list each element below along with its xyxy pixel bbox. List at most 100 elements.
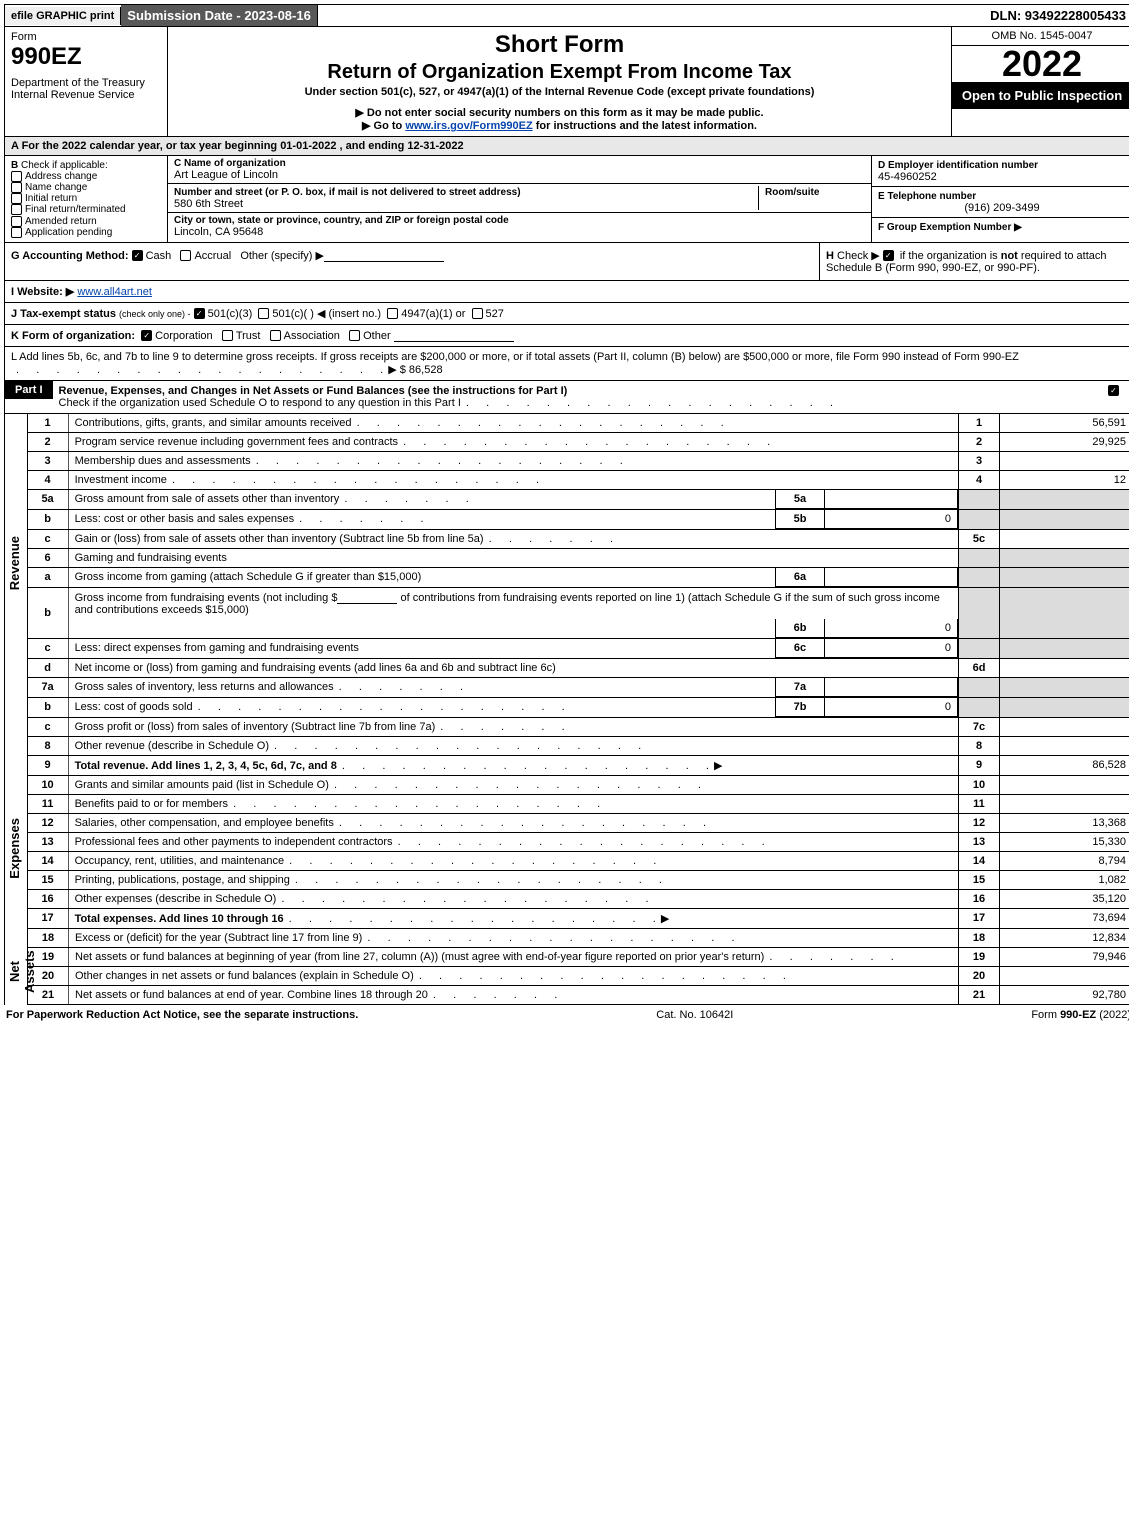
goto-pre: Go to xyxy=(374,120,406,132)
checkbox-pending[interactable] xyxy=(11,227,22,238)
l15-text: Printing, publications, postage, and shi… xyxy=(75,874,290,886)
goto-post: for instructions and the latest informat… xyxy=(533,120,757,132)
l7c-text: Gross profit or (loss) from sales of inv… xyxy=(75,721,436,733)
l7b-bv: 0 xyxy=(825,698,958,717)
g-other: Other (specify) ▶ xyxy=(240,250,324,262)
form-desc1: Under section 501(c), 527, or 4947(a)(1)… xyxy=(172,86,947,98)
checkbox-assoc[interactable] xyxy=(270,330,281,341)
l18-text: Excess or (deficit) for the year (Subtra… xyxy=(75,932,362,944)
g-cash: Cash xyxy=(146,250,172,262)
checkbox-address-change[interactable] xyxy=(11,171,22,182)
l10-text: Grants and similar amounts paid (list in… xyxy=(75,779,329,791)
l6a-box: 6a xyxy=(776,568,825,587)
checkbox-schedo[interactable] xyxy=(1108,385,1119,396)
l5a-text: Gross amount from sale of assets other t… xyxy=(75,493,340,505)
k-label: K Form of organization: xyxy=(11,330,135,342)
j-1: 501(c)( ) ◀ (insert no.) xyxy=(272,308,381,320)
h-post: if the organization is xyxy=(900,250,1001,262)
room-label: Room/suite xyxy=(765,187,819,198)
b-text: Check if applicable: xyxy=(21,160,108,171)
checkbox-final-return[interactable] xyxy=(11,204,22,215)
g-other-blank[interactable] xyxy=(324,249,444,262)
form-desc3: Go to www.irs.gov/Form990EZ for instruct… xyxy=(172,119,947,132)
l17-text: Total expenses. Add lines 10 through 16 xyxy=(75,913,284,925)
city-label: City or town, state or province, country… xyxy=(174,215,865,226)
l13-text: Professional fees and other payments to … xyxy=(75,836,393,848)
l3-val xyxy=(1000,451,1129,470)
h-pre: Check ▶ xyxy=(837,250,883,262)
form-id-block: Form 990EZ Department of the Treasury In… xyxy=(5,27,168,136)
l5c-val xyxy=(1000,529,1129,548)
org-city: Lincoln, CA 95648 xyxy=(174,226,865,238)
phone-value: (916) 209-3499 xyxy=(878,202,1126,214)
checkbox-corp[interactable] xyxy=(141,330,152,341)
l-val: 86,528 xyxy=(409,364,443,376)
l21-text: Net assets or fund balances at end of ye… xyxy=(75,989,428,1001)
j-3: 527 xyxy=(486,308,504,320)
l7b-text: Less: cost of goods sold xyxy=(75,701,193,713)
l9-val: 86,528 xyxy=(1000,755,1129,775)
dln: DLN: 93492228005433 xyxy=(984,5,1129,26)
group-exempt-label: F Group Exemption Number ▶ xyxy=(878,222,1022,233)
checkbox-schedb[interactable] xyxy=(883,250,894,261)
l-arrow: ▶ $ xyxy=(388,364,406,376)
checkbox-name-change[interactable] xyxy=(11,182,22,193)
l6b-bv: 0 xyxy=(825,619,958,638)
l6c-text: Less: direct expenses from gaming and fu… xyxy=(75,642,359,654)
cb-lbl-1: Name change xyxy=(25,182,87,193)
l6a-bv xyxy=(825,568,958,587)
l6b-box: 6b xyxy=(776,619,825,638)
checkbox-527[interactable] xyxy=(472,308,483,319)
tax-year: 2022 xyxy=(952,46,1129,82)
l16-text: Other expenses (describe in Schedule O) xyxy=(75,893,277,905)
l2-text: Program service revenue including govern… xyxy=(75,436,398,448)
form-label: Form xyxy=(11,31,161,43)
g-accrual: Accrual xyxy=(194,250,231,262)
checkbox-4947[interactable] xyxy=(387,308,398,319)
checkbox-other[interactable] xyxy=(349,330,360,341)
l11-val xyxy=(1000,794,1129,813)
side-netassets: Net Assets xyxy=(5,929,28,1005)
i-label: I Website: ▶ xyxy=(11,286,74,298)
efile-print-button[interactable]: efile GRAPHIC print xyxy=(5,7,121,25)
checkbox-amended[interactable] xyxy=(11,216,22,227)
footer-right: Form 990-EZ (2022) xyxy=(1031,1009,1129,1021)
checkbox-initial-return[interactable] xyxy=(11,193,22,204)
c-name-label: C Name of organization xyxy=(174,158,865,169)
l9-text: Total revenue. Add lines 1, 2, 3, 4, 5c,… xyxy=(75,760,337,772)
irs-link[interactable]: www.irs.gov/Form990EZ xyxy=(405,120,532,132)
l11-text: Benefits paid to or for members xyxy=(75,798,228,810)
k-3: Other xyxy=(363,330,391,342)
k-other-blank[interactable] xyxy=(394,329,514,342)
part1-header: Part I xyxy=(5,381,53,399)
form-subtitle: Return of Organization Exempt From Incom… xyxy=(172,61,947,84)
top-bar: efile GRAPHIC print Submission Date - 20… xyxy=(4,4,1129,27)
l10-val xyxy=(1000,776,1129,795)
form-number: 990EZ xyxy=(11,43,161,71)
section-a-taxyear: A For the 2022 calendar year, or tax yea… xyxy=(4,137,1129,156)
dept-label: Department of the Treasury Internal Reve… xyxy=(11,77,161,101)
l1-val: 56,591 xyxy=(1000,414,1129,433)
l19-val: 79,946 xyxy=(1000,947,1129,966)
section-b-checkboxes: B Check if applicable: Address change Na… xyxy=(5,156,168,242)
checkbox-cash[interactable] xyxy=(132,250,143,261)
checkbox-accrual[interactable] xyxy=(180,250,191,261)
side-revenue: Revenue xyxy=(5,414,28,776)
open-public-box: Open to Public Inspection xyxy=(952,82,1129,109)
ein-label: D Employer identification number xyxy=(878,160,1038,171)
checkbox-trust[interactable] xyxy=(222,330,233,341)
checkbox-501c[interactable] xyxy=(258,308,269,319)
l5b-bv: 0 xyxy=(825,510,958,529)
l5b-box: 5b xyxy=(776,510,825,529)
l6d-text: Net income or (loss) from gaming and fun… xyxy=(75,662,556,674)
checkbox-501c3[interactable] xyxy=(194,308,205,319)
j-sub: (check only one) - xyxy=(119,309,191,319)
website-link[interactable]: www.all4art.net xyxy=(77,286,152,298)
form-title: Short Form xyxy=(172,31,947,59)
b-label: B xyxy=(11,160,18,171)
l8-text: Other revenue (describe in Schedule O) xyxy=(75,740,269,752)
l20-text: Other changes in net assets or fund bala… xyxy=(75,970,414,982)
l6b-blank[interactable] xyxy=(337,591,397,604)
l4-text: Investment income xyxy=(75,474,167,486)
ein-value: 45-4960252 xyxy=(878,171,937,183)
